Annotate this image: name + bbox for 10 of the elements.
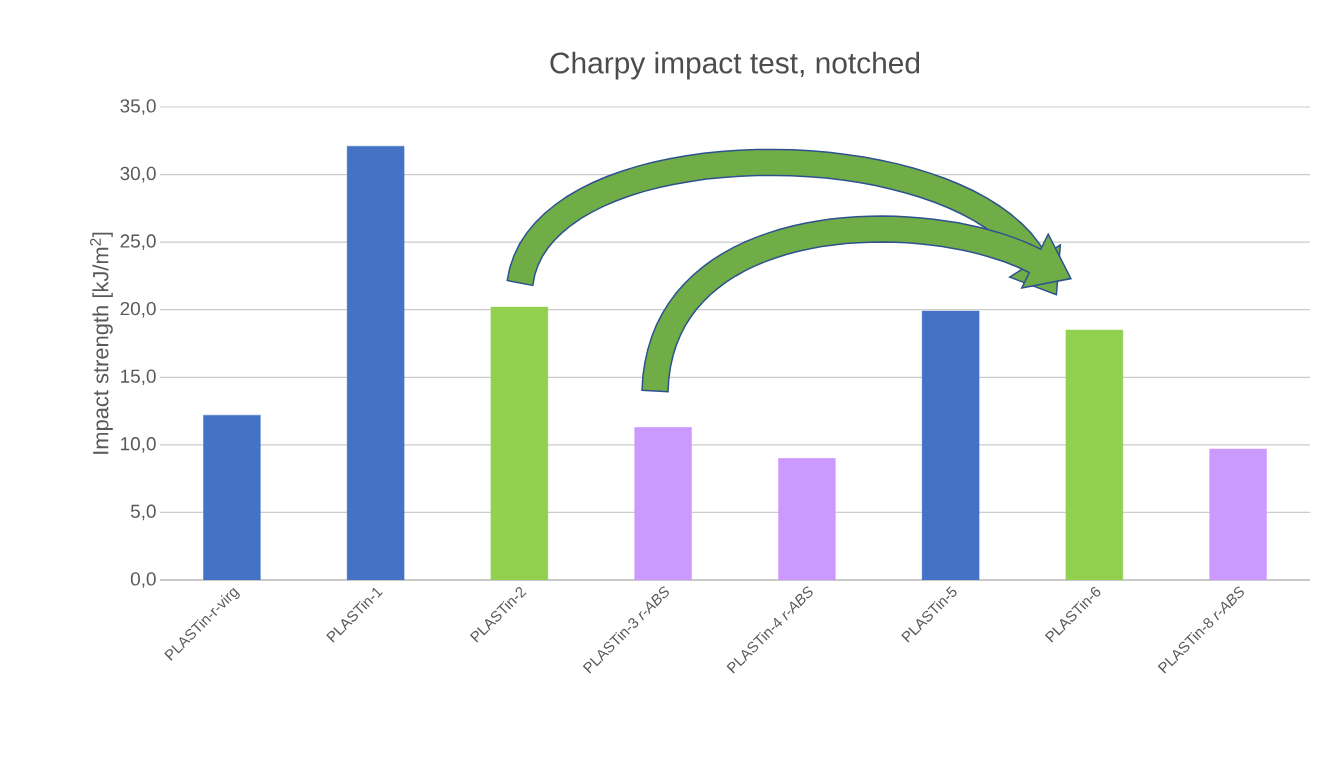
y-tick-label: 5,0 [130, 504, 156, 521]
y-tick-label: 35,0 [120, 99, 156, 115]
chart-title: Charpy impact test, notched [550, 51, 920, 80]
y-tick-label: 0,0 [130, 572, 156, 588]
y-tick-label: 30,0 [120, 166, 156, 183]
y-axis-title: Impact strength [kJ/m$^{2}$] [90, 232, 113, 454]
y-tick-label: 15,0 [121, 369, 156, 386]
y-tick-label: 25,0 [120, 234, 156, 250]
y-tick-label: 20,0 [120, 301, 156, 318]
y-tick-label: 10,0 [121, 437, 156, 453]
